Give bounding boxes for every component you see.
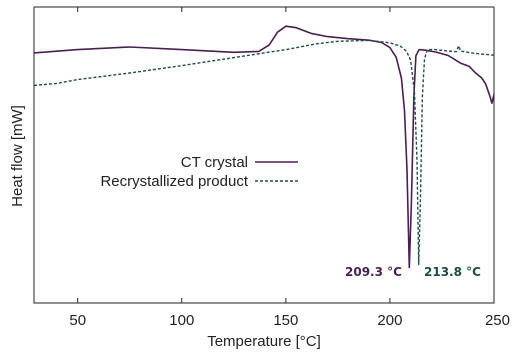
x-tick-label: 250 — [485, 312, 510, 329]
series-line-recrystallized-product — [33, 39, 495, 266]
legend-label-recrystallized-product: Recrystallized product — [100, 173, 248, 190]
x-axis-ticks: 50 100 150 200 250 — [69, 7, 510, 329]
series-layer — [33, 25, 495, 269]
x-tick-label: 50 — [69, 312, 86, 329]
x-tick-label: 200 — [377, 312, 402, 329]
plot-frame — [33, 6, 495, 304]
x-tick-label: 150 — [273, 312, 298, 329]
legend: CT crystal Recrystallized product — [100, 154, 298, 190]
x-tick-label: 100 — [169, 312, 194, 329]
peak-label-recrystallized-product: 213.8 °C — [424, 265, 481, 279]
legend-label-ct-crystal: CT crystal — [181, 154, 248, 171]
x-axis-label: Temperature [°C] — [207, 333, 321, 350]
peak-label-ct-crystal: 209.3 °C — [345, 265, 402, 279]
plot-area-border — [33, 6, 495, 304]
y-axis-label: Heat flow [mW] — [9, 105, 26, 207]
peak-annotations: 209.3 °C 213.8 °C — [345, 265, 481, 279]
series-line-ct-crystal — [33, 25, 495, 269]
